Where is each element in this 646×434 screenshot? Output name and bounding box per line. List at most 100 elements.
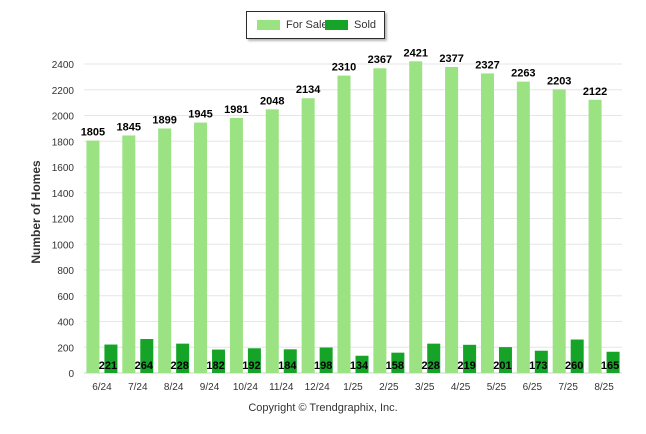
bar-for-sale xyxy=(588,99,602,373)
bar-sold xyxy=(606,351,620,373)
bar-sold xyxy=(176,343,190,373)
x-tick-label: 7/25 xyxy=(558,382,578,393)
bar-for-sale xyxy=(86,140,100,373)
legend-item-sold[interactable]: Sold xyxy=(325,19,376,31)
bar-for-sale xyxy=(445,66,459,374)
data-label-sold: 219 xyxy=(457,360,475,372)
bar-sold xyxy=(355,355,369,373)
data-label-for-sale: 2421 xyxy=(403,47,427,59)
bar-for-sale xyxy=(480,73,494,374)
bar-sold xyxy=(391,352,405,373)
x-tick-label: 7/24 xyxy=(128,382,148,393)
data-label-for-sale: 2263 xyxy=(511,68,535,80)
y-axis-label: Number of Homes xyxy=(29,160,43,264)
bar-for-sale xyxy=(337,75,351,374)
bar-sold xyxy=(498,347,512,373)
data-label-for-sale: 2134 xyxy=(296,84,321,96)
bar-sold xyxy=(140,339,154,373)
bar-for-sale xyxy=(122,135,136,373)
data-label-sold: 221 xyxy=(99,360,117,372)
x-tick-label: 4/25 xyxy=(451,382,471,393)
data-label-sold: 182 xyxy=(206,360,224,372)
x-tick-label: 11/24 xyxy=(269,382,294,393)
x-tick-label: 6/25 xyxy=(523,382,543,393)
legend-item-for-sale[interactable]: For Sale xyxy=(257,19,328,31)
y-tick-label: 800 xyxy=(57,266,74,277)
x-axis-ticks: 6/24 7/24 8/24 9/24 10/24 11/24 12/24 1/25 2/25 3… xyxy=(92,382,614,393)
bar-for-sale xyxy=(516,81,530,374)
legend: For Sale Sold xyxy=(246,11,385,39)
data-label-for-sale: 2203 xyxy=(547,75,571,87)
bar-sold xyxy=(570,339,584,373)
data-label-for-sale: 2377 xyxy=(439,53,463,65)
y-tick-label: 200 xyxy=(57,343,74,354)
data-label-sold: 184 xyxy=(278,360,297,372)
data-label-sold: 201 xyxy=(493,360,511,372)
data-label-sold: 158 xyxy=(386,360,404,372)
bar-for-sale xyxy=(265,109,279,373)
data-label-sold: 198 xyxy=(314,360,332,372)
bar-for-sale xyxy=(373,68,387,373)
bars xyxy=(86,61,620,374)
y-tick-label: 1800 xyxy=(52,137,75,148)
bar-sold xyxy=(463,344,477,373)
data-label-for-sale: 2327 xyxy=(475,59,499,71)
data-label-for-sale: 2367 xyxy=(368,54,392,66)
bar-for-sale xyxy=(552,89,566,374)
bar-sold xyxy=(319,347,333,373)
x-tick-label: 2/25 xyxy=(379,382,399,393)
data-label-for-sale: 1845 xyxy=(117,121,141,133)
data-label-sold: 173 xyxy=(529,360,547,372)
bar-sold xyxy=(247,348,261,373)
x-tick-label: 9/24 xyxy=(200,382,220,393)
sold-swatch xyxy=(325,20,348,30)
y-tick-label: 0 xyxy=(68,369,74,380)
x-tick-label: 10/24 xyxy=(233,382,258,393)
y-tick-label: 2000 xyxy=(52,112,75,123)
x-tick-label: 5/25 xyxy=(487,382,507,393)
copyright-footer: Copyright © Trendgraphix, Inc. xyxy=(248,402,398,414)
y-tick-label: 1400 xyxy=(52,189,75,200)
y-tick-label: 2400 xyxy=(52,60,75,71)
gridlines xyxy=(84,63,622,374)
data-label-sold: 165 xyxy=(601,360,619,372)
y-tick-label: 1000 xyxy=(52,240,75,251)
x-tick-label: 6/24 xyxy=(92,382,112,393)
data-label-for-sale: 1981 xyxy=(224,104,248,116)
bar-sold xyxy=(212,349,226,373)
data-label-sold: 264 xyxy=(135,360,154,372)
bar-sold xyxy=(104,344,118,373)
x-tick-label: 8/25 xyxy=(594,382,614,393)
x-tick-label: 12/24 xyxy=(305,382,330,393)
bar-for-sale xyxy=(194,122,208,373)
data-label-for-sale: 1899 xyxy=(152,115,176,127)
data-label-sold: 134 xyxy=(350,360,369,372)
legend-label-for-sale: For Sale xyxy=(286,19,328,31)
x-tick-label: 3/25 xyxy=(415,382,435,393)
x-tick-label: 8/24 xyxy=(164,382,184,393)
y-tick-label: 1200 xyxy=(52,215,75,226)
for-sale-swatch xyxy=(257,20,280,30)
bar-sold xyxy=(534,350,548,373)
bar-for-sale xyxy=(409,61,423,373)
legend-label-sold: Sold xyxy=(354,19,377,31)
data-label-for-sale: 2310 xyxy=(332,62,356,74)
y-tick-label: 400 xyxy=(57,318,74,329)
data-label-for-sale: 1945 xyxy=(188,109,212,121)
bar-sold xyxy=(427,343,441,373)
data-label-sold: 192 xyxy=(242,360,260,372)
data-label-sold: 228 xyxy=(170,360,188,372)
y-axis-ticks: 0 200 400 600 800 1000 1200 1400 1600 1800 2000 220… xyxy=(52,60,75,380)
data-label-sold: 260 xyxy=(565,360,583,372)
bar-for-sale xyxy=(301,98,315,373)
y-tick-label: 600 xyxy=(57,292,74,303)
data-label-for-sale: 2048 xyxy=(260,95,284,107)
bar-for-sale xyxy=(229,117,243,373)
bar-sold xyxy=(283,349,297,373)
x-tick-label: 1/25 xyxy=(343,382,363,393)
data-label-sold: 228 xyxy=(422,360,440,372)
y-tick-label: 1600 xyxy=(52,163,75,174)
bar-for-sale xyxy=(158,128,172,373)
data-label-for-sale: 1805 xyxy=(81,127,105,139)
